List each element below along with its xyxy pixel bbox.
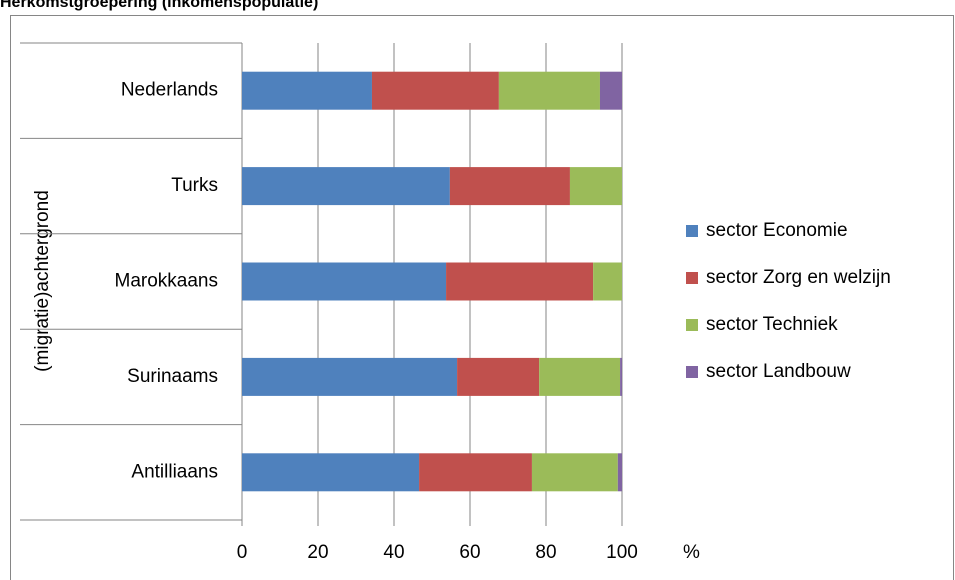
bar-segment (617, 453, 622, 492)
y-tick-label: Marokkaans (115, 271, 219, 292)
bar-segment (449, 167, 570, 206)
legend-label: sector Techniek (706, 314, 838, 335)
x-tick-label: 20 (307, 542, 328, 563)
bar-segment (593, 262, 622, 301)
bar-segment (446, 262, 594, 301)
bar-segment (242, 262, 447, 301)
y-tick-label: Surinaams (127, 366, 218, 387)
x-tick-label: 100 (606, 542, 638, 563)
bar-segment (242, 453, 420, 492)
x-tick-label: 40 (383, 542, 404, 563)
legend-swatch (686, 366, 698, 378)
bar-segment (599, 71, 622, 110)
legend-label: sector Zorg en welzijn (706, 267, 891, 288)
bar-segment (242, 357, 458, 396)
chart-title: Herkomstgroepering (inkomenspopulatie) (0, 0, 318, 11)
legend-label: sector Landbouw (706, 361, 851, 382)
legend-swatch (686, 272, 698, 284)
bar-segment (531, 453, 618, 492)
y-tick-label: Nederlands (121, 80, 218, 101)
x-axis-unit: % (683, 542, 700, 563)
y-axis-label: (migratie)achtergrond (32, 190, 53, 372)
legend-swatch (686, 225, 698, 237)
legend-label: sector Economie (706, 220, 848, 241)
bar-segment (498, 71, 600, 110)
chart-frame (10, 15, 954, 580)
bar-segment (620, 357, 622, 396)
x-tick-label: 0 (237, 542, 248, 563)
bar-segment (569, 167, 622, 206)
bar-segment (539, 357, 621, 396)
y-tick-label: Turks (171, 175, 218, 196)
bar-segment (371, 71, 499, 110)
bar-segment (457, 357, 540, 396)
bar-segment (419, 453, 532, 492)
bar-segment (242, 167, 450, 206)
x-tick-label: 60 (459, 542, 480, 563)
y-tick-label: Antilliaans (131, 461, 218, 482)
legend-swatch (686, 319, 698, 331)
bar-segment (242, 71, 372, 110)
x-tick-label: 80 (535, 542, 556, 563)
